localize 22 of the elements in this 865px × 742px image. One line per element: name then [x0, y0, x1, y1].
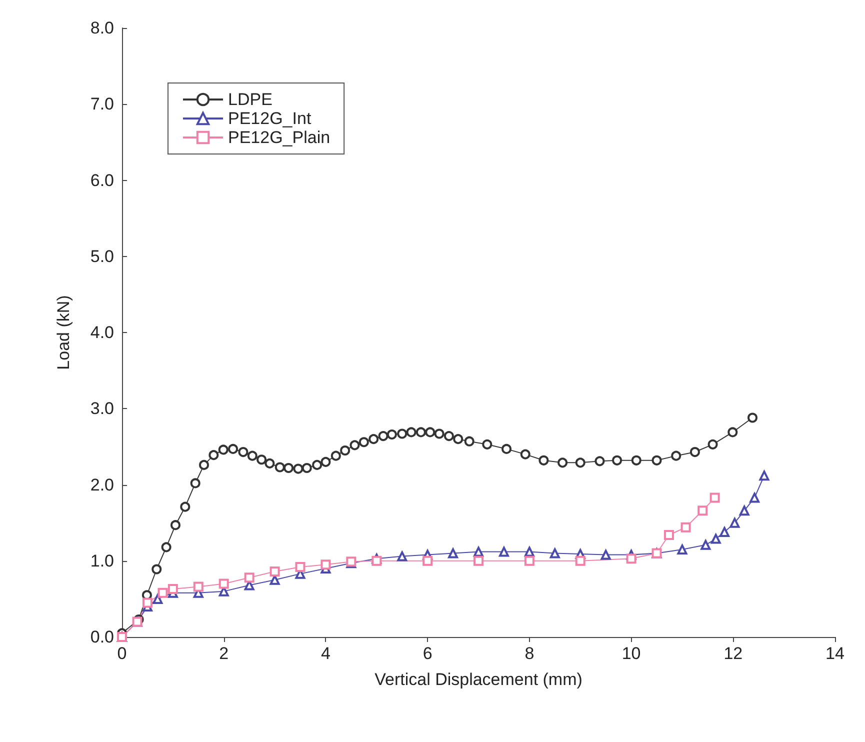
y-tick-label: 4.0 [90, 323, 114, 342]
y-tick-label: 5.0 [90, 246, 114, 266]
x-tick-label: 10 [622, 644, 641, 663]
y-tick-label: 2.0 [90, 475, 114, 494]
legend-label: LDPE [228, 90, 272, 109]
x-tick-label: 6 [422, 644, 432, 663]
legend-label: PE12G_Int [228, 109, 312, 128]
x-tick-label: 14 [826, 644, 844, 663]
x-tick-label: 8 [524, 644, 534, 663]
y-tick-label: 0.0 [90, 628, 114, 646]
x-tick-label: 12 [724, 644, 743, 663]
x-tick-label: 2 [219, 644, 229, 663]
y-tick-label: 7.0 [90, 94, 114, 114]
legend-label: PE12G_Plain [228, 128, 330, 147]
y-axis-title: Load (kN) [54, 295, 73, 370]
y-tick-label: 3.0 [90, 399, 114, 418]
x-axis-title: Vertical Displacement (mm) [374, 670, 582, 689]
x-tick-label: 4 [320, 644, 330, 663]
y-tick-label: 6.0 [90, 170, 114, 190]
y-tick-label: 1.0 [90, 551, 114, 570]
x-tick-label: 0 [117, 644, 127, 663]
y-tick-label: 8.0 [90, 18, 114, 38]
